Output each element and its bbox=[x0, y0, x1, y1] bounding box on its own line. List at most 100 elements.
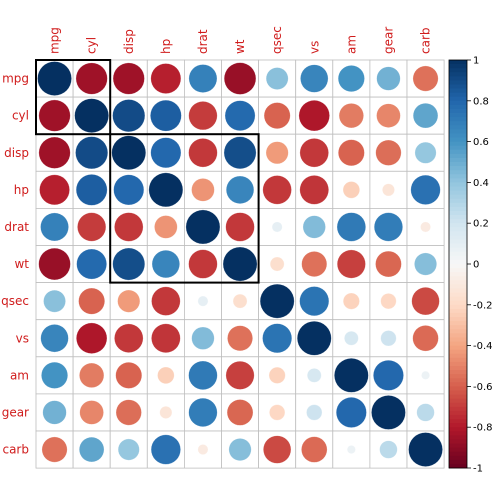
colorbar-segment bbox=[449, 292, 467, 298]
correlation-circle bbox=[191, 178, 215, 202]
correlation-circle bbox=[197, 444, 209, 455]
correlation-circle bbox=[262, 323, 293, 354]
colorbar-segment bbox=[449, 357, 467, 363]
colorbar-segment bbox=[449, 431, 467, 436]
colorbar-segment bbox=[449, 419, 467, 424]
colorbar-segment bbox=[449, 80, 467, 85]
correlation-circle bbox=[382, 183, 395, 197]
correlation-circle bbox=[224, 100, 256, 131]
column-label: cyl bbox=[85, 37, 99, 54]
colorbar-segment bbox=[449, 235, 467, 240]
correlation-circle bbox=[268, 366, 286, 384]
correlation-circle bbox=[300, 64, 329, 93]
correlation-circle bbox=[336, 212, 366, 242]
row-label: qsec bbox=[1, 294, 29, 308]
correlation-circle bbox=[299, 286, 330, 317]
correlation-circle bbox=[188, 138, 218, 168]
column-label: carb bbox=[419, 27, 433, 54]
correlation-circle bbox=[150, 99, 182, 132]
correlation-circle bbox=[342, 181, 360, 199]
correlation-circle bbox=[265, 67, 289, 90]
correlation-circle bbox=[188, 397, 218, 427]
colorbar-segment bbox=[449, 100, 467, 106]
colorbar-segment bbox=[449, 374, 467, 379]
colorbar-segment bbox=[449, 386, 467, 391]
colorbar-tick-label: 0 bbox=[473, 260, 479, 271]
correlation-circle bbox=[40, 212, 69, 242]
row-label: disp bbox=[4, 146, 29, 160]
correlation-circle bbox=[37, 61, 72, 96]
colorbar-segment bbox=[449, 361, 467, 367]
correlation-circle bbox=[148, 172, 184, 208]
column-label: disp bbox=[122, 29, 136, 54]
correlation-circle bbox=[223, 62, 257, 95]
correlation-circle bbox=[227, 325, 253, 352]
colorbar-segment bbox=[449, 337, 467, 342]
colorbar-segment bbox=[449, 463, 467, 469]
correlation-circle bbox=[412, 65, 439, 92]
correlation-circle bbox=[376, 66, 401, 91]
colorbar-segment bbox=[449, 443, 467, 448]
colorbar-segment bbox=[449, 170, 467, 175]
correlation-circle bbox=[263, 435, 292, 464]
correlation-circle bbox=[151, 249, 180, 279]
colorbar-segment bbox=[449, 174, 467, 179]
colorbar-segment bbox=[449, 149, 467, 155]
colorbar-segment bbox=[449, 402, 467, 408]
correlation-circle bbox=[420, 221, 431, 233]
colorbar-tick-label: -0.6 bbox=[473, 382, 493, 393]
column-label: drat bbox=[196, 29, 210, 54]
colorbar-tick-label: -1 bbox=[473, 464, 483, 475]
correlation-circle bbox=[79, 400, 104, 425]
colorbar-segment bbox=[449, 215, 467, 220]
colorbar-segment bbox=[449, 210, 467, 216]
correlation-circle bbox=[117, 438, 140, 461]
colorbar-segment bbox=[449, 325, 467, 330]
colorbar-tick-label: 0.8 bbox=[473, 96, 489, 107]
correlation-circle bbox=[306, 404, 323, 421]
correlation-circle bbox=[336, 249, 366, 279]
correlation-circle bbox=[337, 65, 365, 93]
correlation-circle bbox=[39, 174, 70, 206]
colorbar-segment bbox=[449, 455, 467, 461]
column-label: qsec bbox=[270, 26, 284, 54]
correlation-circle bbox=[338, 103, 364, 129]
correlation-circle bbox=[76, 322, 108, 354]
colorbar-segment bbox=[449, 439, 467, 444]
cluster-box bbox=[35, 59, 112, 136]
colorbar-segment bbox=[449, 76, 467, 81]
correlation-circle bbox=[342, 292, 360, 310]
correlation-circle bbox=[150, 63, 182, 94]
correlation-circle bbox=[112, 99, 146, 133]
colorbar-segment bbox=[449, 300, 467, 306]
correlation-circle bbox=[412, 102, 439, 129]
correlation-circle bbox=[154, 215, 178, 239]
colorbar-segment bbox=[449, 288, 467, 293]
correlation-circle bbox=[75, 174, 108, 206]
correlation-circle bbox=[151, 323, 181, 353]
correlation-circle bbox=[159, 406, 173, 419]
correlation-circle bbox=[157, 366, 175, 384]
correlation-circle bbox=[302, 215, 326, 239]
colorbar-tick-label: 0.6 bbox=[473, 137, 489, 148]
row-label: wt bbox=[14, 257, 29, 271]
correlation-circle bbox=[408, 432, 443, 467]
colorbar-segment bbox=[449, 178, 467, 183]
correlation-circle bbox=[38, 247, 71, 281]
colorbar-segment bbox=[449, 96, 467, 102]
colorbar-segment bbox=[449, 435, 467, 440]
colorbar-segment bbox=[449, 166, 467, 171]
colorbar-segment bbox=[449, 68, 467, 73]
colorbar-segment bbox=[449, 243, 467, 249]
correlation-circle bbox=[185, 209, 221, 245]
correlation-circle bbox=[301, 251, 328, 277]
correlation-circle bbox=[225, 175, 255, 204]
correlation-circle bbox=[115, 399, 142, 426]
correlation-circle bbox=[188, 360, 218, 390]
correlation-circle bbox=[79, 362, 105, 388]
correlation-circle bbox=[379, 440, 398, 459]
row-label: mpg bbox=[2, 72, 29, 86]
colorbar-segment bbox=[449, 219, 467, 224]
row-label: carb bbox=[2, 443, 29, 457]
colorbar-segment bbox=[449, 88, 467, 94]
